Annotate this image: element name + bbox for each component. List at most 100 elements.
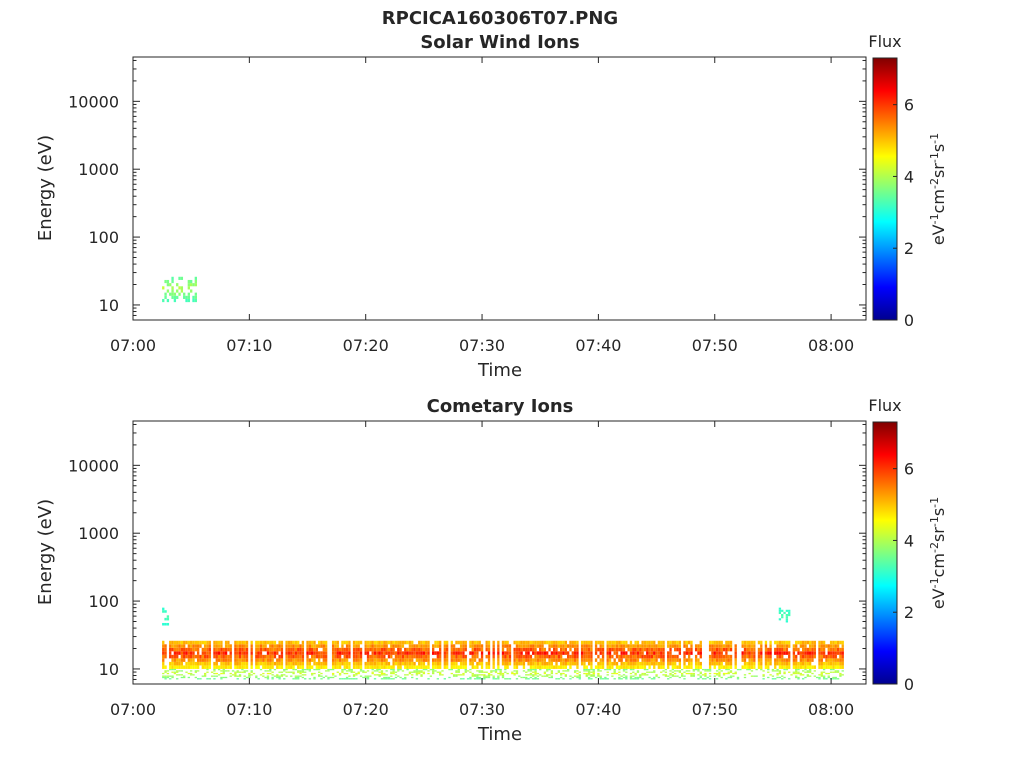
flux-cell	[515, 647, 519, 652]
flux-cell	[501, 672, 505, 675]
flux-cell	[434, 670, 437, 672]
flux-cell	[543, 647, 547, 652]
flux-cell	[418, 661, 421, 666]
flux-cell	[746, 661, 749, 666]
flux-cell	[164, 671, 167, 673]
flux-cell	[455, 670, 458, 672]
flux-cell	[357, 647, 360, 652]
flux-cell	[471, 665, 474, 669]
flux-cell	[459, 654, 463, 659]
flux-cell	[720, 647, 723, 652]
flux-cell	[841, 670, 844, 672]
flux-cell	[722, 647, 726, 652]
flux-cell	[287, 640, 291, 645]
flux-cell	[515, 672, 519, 675]
flux-cell	[476, 670, 479, 672]
flux-cell	[450, 672, 453, 675]
flux-cell	[555, 644, 558, 648]
flux-cell	[394, 651, 398, 655]
flux-cell	[236, 644, 239, 648]
flux-cell	[802, 665, 805, 669]
flux-cell	[622, 676, 626, 679]
flux-cell	[618, 658, 621, 662]
flux-cell	[455, 665, 458, 669]
flux-cell	[283, 668, 286, 671]
flux-cell	[304, 671, 307, 673]
flux-cell	[359, 658, 363, 662]
flux-cell	[418, 654, 421, 659]
flux-cell	[392, 658, 395, 662]
flux-cell	[543, 672, 547, 675]
flux-cell	[699, 654, 702, 659]
flux-cell	[420, 670, 423, 672]
flux-cell	[485, 676, 488, 679]
flux-cell	[487, 676, 491, 679]
flux-cell	[206, 671, 209, 673]
flux-cell	[727, 647, 730, 652]
flux-cell	[180, 676, 184, 679]
flux-cell	[471, 672, 474, 675]
flux-cell	[685, 670, 688, 672]
flux-cell	[190, 651, 193, 655]
flux-cell	[183, 651, 186, 655]
flux-cell	[457, 670, 460, 672]
flux-cell	[452, 654, 456, 659]
flux-cell	[399, 644, 402, 648]
flux-cell	[687, 672, 691, 675]
flux-cell	[480, 670, 484, 672]
flux-cell	[343, 651, 346, 655]
flux-cell	[413, 670, 416, 672]
flux-cell	[376, 658, 379, 662]
flux-cell	[629, 675, 633, 677]
flux-cell	[580, 658, 584, 662]
flux-cell	[836, 678, 840, 680]
flux-cell	[504, 640, 507, 645]
flux-cell	[585, 654, 588, 659]
flux-cell	[480, 674, 484, 676]
flux-cell	[748, 661, 751, 666]
flux-cell	[541, 675, 544, 677]
flux-cell	[206, 668, 209, 671]
flux-cell	[173, 651, 177, 655]
flux-cell	[459, 640, 463, 645]
flux-cell	[178, 644, 181, 648]
flux-cell	[795, 675, 798, 677]
flux-cell	[604, 668, 607, 671]
flux-cell	[648, 665, 651, 669]
flux-cell	[280, 658, 284, 662]
flux-cell	[783, 647, 786, 652]
flux-cell	[308, 661, 312, 666]
flux-cell	[192, 665, 195, 669]
flux-cell	[750, 654, 754, 659]
flux-cell	[671, 661, 675, 666]
flux-cell	[839, 665, 842, 669]
flux-cell	[378, 671, 381, 673]
flux-cell	[534, 674, 537, 676]
flux-cell	[527, 674, 530, 676]
flux-cell	[273, 654, 277, 659]
flux-cell	[594, 676, 598, 679]
flux-cell	[397, 665, 400, 669]
flux-cell	[653, 670, 656, 672]
flux-cell	[162, 658, 165, 662]
flux-cell	[797, 671, 800, 673]
flux-cell	[573, 675, 577, 677]
flux-cell	[583, 654, 586, 659]
flux-cell	[473, 654, 477, 659]
flux-cell	[420, 671, 423, 673]
flux-cell	[345, 644, 349, 648]
flux-cell	[331, 668, 335, 671]
flux-cell	[439, 651, 442, 655]
flux-cell	[608, 651, 612, 655]
flux-cell	[180, 276, 184, 280]
flux-cell	[273, 661, 277, 666]
flux-cell	[185, 654, 188, 659]
flux-cell	[378, 661, 381, 666]
flux-cell	[287, 647, 291, 652]
flux-cell	[813, 670, 816, 672]
flux-cell	[162, 675, 165, 677]
flux-cell	[243, 675, 246, 677]
flux-cell	[213, 670, 216, 672]
flux-cell	[222, 665, 225, 669]
flux-cell	[217, 640, 221, 645]
